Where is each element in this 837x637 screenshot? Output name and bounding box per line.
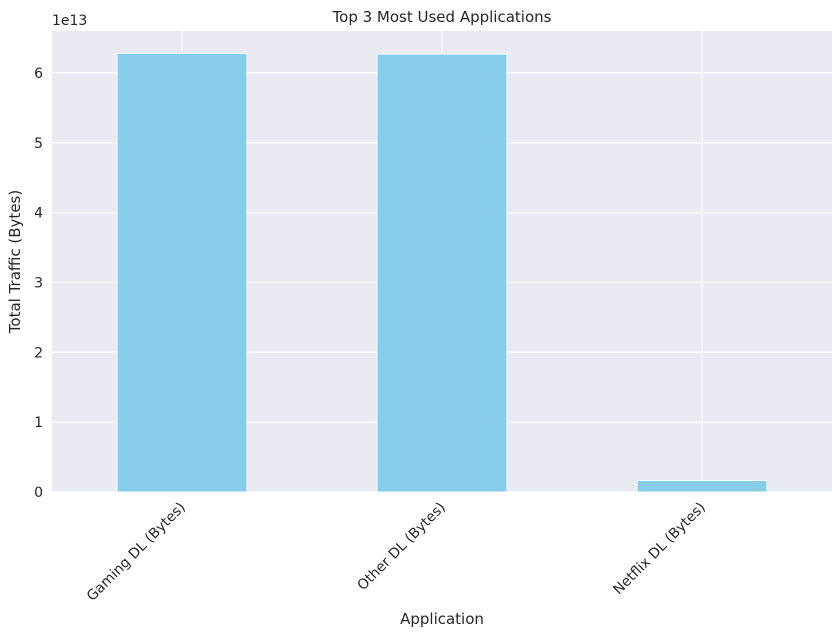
bars xyxy=(116,52,768,493)
y-tick-label: 6 xyxy=(34,66,43,82)
bar xyxy=(116,52,248,493)
y-tick-label: 3 xyxy=(34,275,43,291)
x-axis-title: Application xyxy=(400,610,484,628)
y-tick-label: 0 xyxy=(34,485,43,501)
x-tick-label: Netflix DL (Bytes) xyxy=(610,500,708,598)
x-tick-label: Other DL (Bytes) xyxy=(354,500,448,594)
y-tick-label: 4 xyxy=(34,206,43,222)
bar xyxy=(376,53,508,493)
chart-title: Top 3 Most Used Applications xyxy=(332,8,552,26)
y-tick-label: 2 xyxy=(34,345,43,361)
y-axis-title: Total Traffic (Bytes) xyxy=(6,190,24,334)
x-tick-label: Gaming DL (Bytes) xyxy=(84,500,189,605)
y-tick-label: 5 xyxy=(34,136,43,152)
y-tick-labels: 0 1 2 3 4 5 6 xyxy=(34,66,43,501)
x-tick-labels: Gaming DL (Bytes) Other DL (Bytes) Netflix… xyxy=(84,500,709,605)
y-tick-label: 1 xyxy=(34,415,43,431)
bar xyxy=(636,479,768,493)
y-offset-label: 1e13 xyxy=(52,13,87,29)
